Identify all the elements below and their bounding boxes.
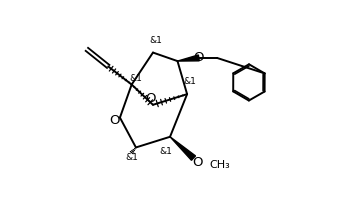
- Text: &1: &1: [125, 152, 138, 162]
- Text: &1: &1: [150, 36, 163, 45]
- Text: O: O: [146, 92, 156, 105]
- Text: O: O: [193, 51, 204, 64]
- Text: O: O: [192, 156, 203, 169]
- Text: O: O: [109, 114, 120, 127]
- Polygon shape: [170, 137, 196, 160]
- Polygon shape: [178, 55, 199, 61]
- Text: &1: &1: [184, 77, 197, 86]
- Text: &1: &1: [130, 74, 142, 83]
- Text: &1: &1: [159, 147, 172, 156]
- Text: CH₃: CH₃: [209, 159, 230, 170]
